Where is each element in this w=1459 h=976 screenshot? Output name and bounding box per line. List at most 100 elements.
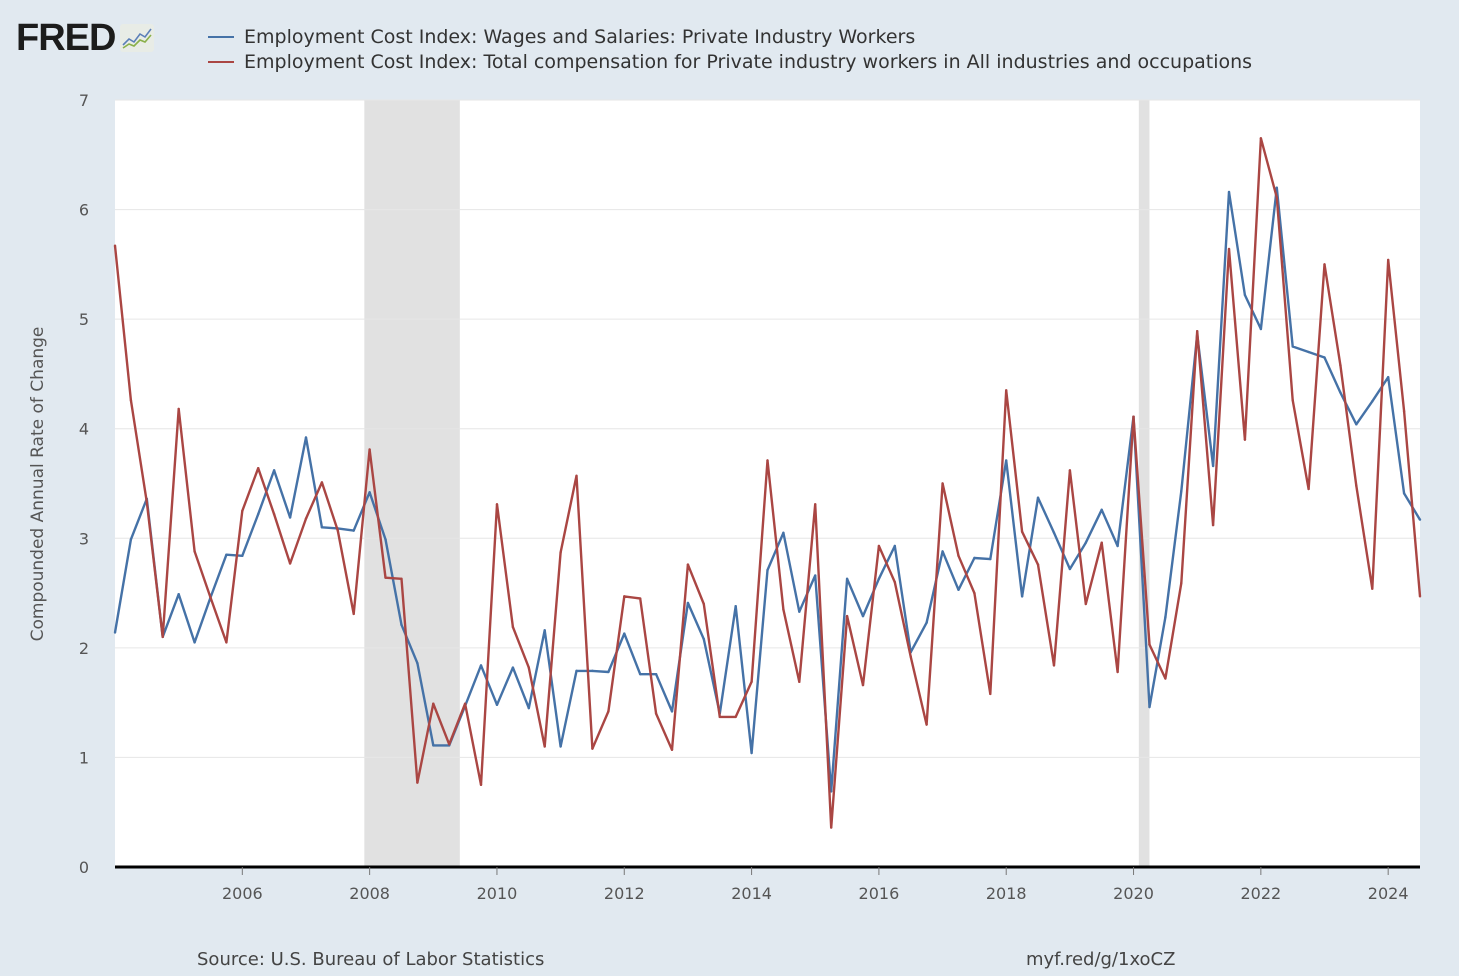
data-point: [1355, 484, 1358, 487]
legend-item-wages[interactable]: Employment Cost Index: Wages and Salarie…: [208, 24, 1252, 49]
data-point: [861, 683, 865, 687]
data-point: [1005, 389, 1008, 392]
y-tick-label: 1: [79, 748, 89, 767]
data-point: [1243, 438, 1247, 441]
data-point: [1036, 496, 1040, 499]
data-point: [1402, 409, 1406, 413]
data-point: [925, 621, 928, 624]
data-point: [1068, 469, 1072, 472]
data-point: [1386, 376, 1390, 379]
data-point: [288, 516, 292, 519]
data-point: [1180, 582, 1183, 585]
data-point: [400, 623, 403, 627]
data-point: [495, 503, 499, 506]
data-point: [1386, 258, 1390, 262]
data-point: [607, 710, 610, 713]
x-tick-label: 2016: [859, 884, 900, 903]
data-point: [1291, 399, 1294, 402]
data-point: [272, 469, 276, 472]
data-point: [893, 544, 897, 548]
data-point: [782, 531, 785, 535]
y-tick-label: 2: [79, 639, 89, 658]
data-point: [1291, 345, 1294, 348]
chart-legend: Employment Cost Index: Wages and Salarie…: [208, 24, 1252, 74]
data-point: [1211, 523, 1215, 527]
legend-swatch-blue: [208, 35, 234, 38]
data-point: [766, 459, 769, 462]
data-point: [304, 517, 308, 520]
data-point: [591, 747, 594, 750]
data-point: [623, 632, 626, 635]
data-point: [654, 672, 658, 676]
data-point: [1164, 677, 1167, 680]
plot-area: [115, 100, 1420, 867]
data-point: [750, 751, 753, 755]
data-point: [782, 608, 785, 611]
data-point: [193, 641, 196, 644]
data-point: [1371, 400, 1374, 403]
data-point: [177, 592, 180, 596]
data-point: [1275, 196, 1278, 199]
data-point: [1323, 263, 1326, 266]
data-point: [798, 610, 801, 613]
data-point: [591, 669, 594, 673]
data-point: [670, 710, 674, 713]
data-point: [686, 601, 690, 605]
data-point: [241, 509, 244, 513]
data-point: [750, 680, 753, 684]
data-point: [654, 712, 658, 715]
short-link[interactable]: myf.red/g/1xoCZ: [1026, 949, 1176, 970]
data-point: [1052, 531, 1056, 535]
data-point: [1005, 459, 1008, 462]
data-point: [638, 672, 642, 676]
x-tick-label: 2022: [1240, 884, 1281, 903]
data-point: [766, 568, 769, 572]
y-tick-label: 7: [79, 91, 89, 110]
fred-logo[interactable]: FRED: [16, 17, 155, 59]
data-point: [1275, 186, 1278, 189]
data-point: [479, 783, 483, 787]
data-point: [1243, 293, 1247, 297]
data-point: [957, 588, 960, 591]
recession-band: [1138, 100, 1150, 867]
y-tick-label: 4: [79, 420, 89, 439]
legend-item-total-compensation[interactable]: Employment Cost Index: Total compensatio…: [208, 49, 1252, 74]
data-point: [368, 448, 371, 451]
data-point: [1052, 664, 1056, 667]
recession-band: [364, 100, 460, 867]
data-point: [225, 553, 228, 556]
x-tick-label: 2020: [1113, 884, 1154, 903]
y-axis-label: Compounded Annual Rate of Change: [28, 327, 48, 642]
data-point: [527, 666, 530, 669]
data-point: [1100, 541, 1103, 544]
data-point: [1068, 567, 1072, 571]
data-point: [1371, 587, 1374, 590]
data-point: [1116, 670, 1119, 674]
x-tick-label: 2012: [604, 884, 645, 903]
data-point: [1339, 363, 1342, 367]
data-point: [1084, 602, 1087, 606]
data-point: [113, 631, 117, 634]
data-point: [1259, 327, 1263, 331]
data-point: [734, 605, 737, 608]
data-point: [989, 557, 992, 561]
data-point: [400, 577, 403, 581]
data-point: [1020, 530, 1024, 533]
data-point: [177, 407, 180, 411]
source-note: Source: U.S. Bureau of Labor Statistics: [197, 949, 545, 970]
data-point: [1418, 595, 1422, 598]
data-point: [1339, 391, 1342, 394]
data-point: [257, 466, 260, 470]
data-point: [829, 826, 833, 829]
data-point: [1148, 705, 1151, 709]
data-point: [575, 474, 578, 478]
data-point: [559, 551, 562, 554]
data-point: [909, 655, 912, 658]
data-point: [1036, 563, 1040, 566]
x-tick-label: 2010: [477, 884, 518, 903]
data-point: [1116, 544, 1119, 548]
data-point: [925, 723, 928, 726]
x-tick-label: 2024: [1368, 884, 1409, 903]
data-point: [607, 670, 610, 674]
